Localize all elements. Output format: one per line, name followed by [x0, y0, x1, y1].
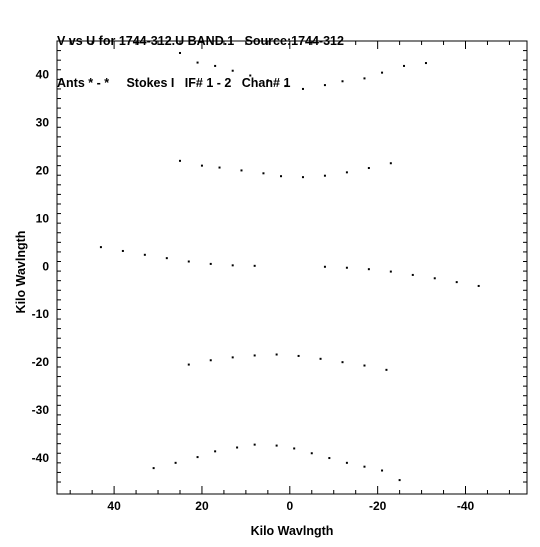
uv-point — [323, 174, 326, 177]
x-tick-label: 20 — [195, 499, 209, 513]
uv-point — [275, 353, 278, 356]
uv-point — [218, 166, 221, 169]
uv-point — [345, 171, 348, 174]
uv-point — [411, 273, 414, 276]
x-tick-label: 0 — [286, 499, 293, 513]
x-tick-label: 40 — [107, 499, 121, 513]
y-tick-label: 30 — [36, 115, 50, 129]
y-axis-label: Kilo Wavlngth — [14, 231, 28, 314]
uv-point — [280, 175, 283, 178]
y-tick-label: 0 — [42, 259, 49, 273]
uv-point — [253, 443, 256, 446]
uv-point — [301, 87, 304, 90]
uv-point — [152, 467, 155, 470]
y-tick-label: -20 — [32, 355, 50, 369]
uv-point — [284, 85, 287, 88]
uv-point — [363, 77, 366, 80]
uv-point — [249, 74, 252, 77]
plot-frame — [56, 40, 528, 495]
uv-point — [477, 284, 480, 287]
uv-point — [293, 447, 296, 450]
uv-point — [174, 461, 177, 464]
uv-point — [266, 79, 269, 82]
uv-point — [187, 363, 190, 366]
uv-point — [253, 264, 256, 267]
uv-point — [381, 469, 384, 472]
uv-point — [99, 246, 102, 249]
uv-point — [214, 450, 217, 453]
y-tick-label: -40 — [32, 451, 50, 465]
y-tick-label: -10 — [32, 307, 50, 321]
y-tick-label: 10 — [36, 211, 50, 225]
uv-point — [367, 167, 370, 170]
uv-point — [196, 456, 199, 459]
uv-point — [231, 264, 234, 267]
plot-header: V vs U for 1744-312.U BAND.1 Source:1744… — [57, 6, 344, 104]
uv-point — [323, 84, 326, 87]
uv-point — [341, 80, 344, 83]
uv-point — [214, 64, 217, 67]
uv-point — [424, 62, 427, 65]
uv-point — [363, 364, 366, 367]
uv-point — [262, 172, 265, 175]
uv-point — [455, 281, 458, 284]
uv-point — [345, 266, 348, 269]
uv-point — [143, 253, 146, 256]
uv-point — [301, 176, 304, 179]
x-tick-label: -40 — [457, 499, 475, 513]
uv-point — [310, 452, 313, 455]
y-tick-label: 40 — [36, 68, 50, 82]
uv-point — [389, 270, 392, 273]
uv-point — [121, 249, 124, 252]
uv-point — [385, 368, 388, 371]
uv-point — [178, 159, 181, 162]
uv-point — [209, 262, 212, 265]
uv-point — [209, 359, 212, 362]
uv-point — [403, 64, 406, 67]
uv-point — [196, 61, 199, 64]
uv-point — [240, 169, 243, 172]
uv-point — [297, 354, 300, 357]
uv-point — [200, 164, 203, 167]
y-tick-label: -30 — [32, 403, 50, 417]
uv-point — [236, 446, 239, 449]
tick-labels: 40 20 0 -20 -40 40 30 20 10 0 -10 -20 -30 -40 — [32, 68, 475, 513]
data-points — [99, 51, 480, 482]
y-tick-label: 20 — [36, 163, 50, 177]
uv-point — [345, 461, 348, 464]
uv-point — [231, 356, 234, 359]
uv-point — [165, 257, 168, 260]
uv-point — [319, 357, 322, 360]
plot-subtitle: Ants * - * Stokes I IF# 1 - 2 Chan# 1 — [57, 76, 291, 90]
uv-point — [253, 354, 256, 357]
uv-point — [187, 260, 190, 263]
uv-point — [178, 51, 181, 54]
uv-point — [381, 71, 384, 74]
tick-marks — [57, 41, 527, 494]
uv-point — [323, 265, 326, 268]
uv-point — [363, 465, 366, 468]
uv-point — [398, 479, 401, 482]
x-axis-label: Kilo Wavlngth — [251, 524, 334, 538]
uv-point — [341, 361, 344, 364]
uv-point — [389, 162, 392, 165]
uv-point — [328, 457, 331, 460]
x-tick-label: -20 — [369, 499, 387, 513]
uv-point — [433, 277, 436, 280]
uv-point — [231, 69, 234, 72]
uv-point — [367, 268, 370, 271]
uv-point — [275, 444, 278, 447]
